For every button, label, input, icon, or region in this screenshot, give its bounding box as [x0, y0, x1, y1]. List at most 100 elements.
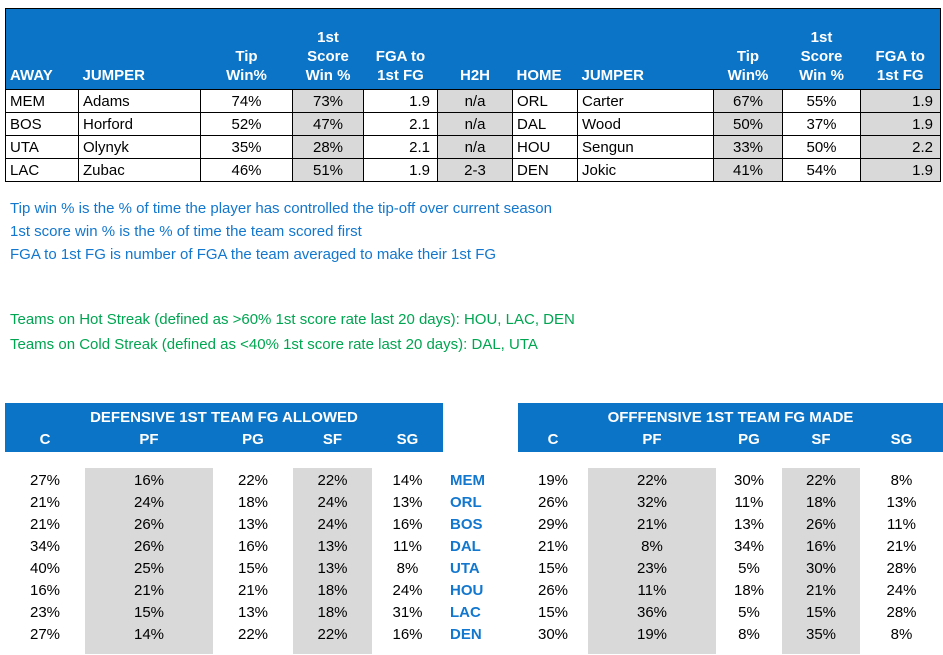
pct-cell: 16%	[392, 626, 423, 643]
home-first-score-cell: 37%	[782, 112, 861, 136]
table-row: 15% 36% 5% 15% 28%	[518, 602, 943, 624]
home-team-cell: ORL	[512, 89, 578, 113]
away-fga-cell: 2.1	[363, 112, 438, 136]
pct-cell: 22%	[636, 472, 668, 489]
pct-cell: 21%	[805, 582, 837, 599]
col-header-away-fga-to-first-fg: FGA to 1st FG	[363, 8, 438, 90]
table-row: 16% 21% 21% 18% 24%	[5, 580, 443, 602]
col-header-away-jumper: JUMPER	[78, 8, 201, 90]
col-header-home-jumper: JUMPER	[577, 8, 714, 90]
col-header-pg: PG	[738, 431, 760, 448]
col-header-c: C	[547, 431, 559, 448]
team-label-column: MEM ORL BOS DAL UTA HOU LAC DEN	[450, 470, 510, 646]
pct-cell: 24%	[317, 516, 348, 533]
table-row: 27% 16% 22% 22% 14%	[5, 470, 443, 492]
away-team-cell: LAC	[5, 158, 79, 182]
col-header-h2h: H2H	[437, 8, 513, 90]
pct-cell: 13%	[317, 560, 348, 577]
pct-cell: 21%	[886, 538, 917, 555]
home-jumper-cell: Jokic	[577, 158, 714, 182]
pct-cell: 13%	[237, 604, 269, 621]
table-row: 30% 19% 8% 35% 8%	[518, 624, 943, 646]
pct-cell: 27%	[29, 626, 61, 643]
pct-cell: 24%	[133, 494, 165, 511]
defensive-fg-table: DEFENSIVE 1ST TEAM FG ALLOWED C PF PG SF…	[5, 403, 443, 654]
pct-cell: 25%	[133, 560, 165, 577]
note-line: 1st score win % is the % of time the tea…	[10, 223, 362, 240]
pct-cell: 11%	[734, 494, 764, 511]
team-label: ORL	[450, 494, 482, 511]
h2h-cell: n/a	[437, 112, 513, 136]
col-header-home-first-score-win: 1st Score Win %	[782, 8, 861, 90]
table-row: 21% 26% 13% 24% 16%	[5, 514, 443, 536]
team-label: LAC	[450, 604, 481, 621]
table-row: 27% 14% 22% 22% 16%	[5, 624, 443, 646]
pct-cell: 11%	[637, 582, 667, 599]
pct-cell: 30%	[537, 626, 569, 643]
offensive-fg-table: OFFFENSIVE 1ST TEAM FG MADE C PF PG SF S…	[518, 403, 943, 654]
pct-cell: 16%	[133, 472, 165, 489]
pct-cell: 11%	[393, 538, 422, 555]
offensive-table-title: OFFFENSIVE 1ST TEAM FG MADE	[607, 409, 854, 426]
away-jumper-cell: Olynyk	[78, 135, 201, 159]
pct-cell: 35%	[805, 626, 837, 643]
away-first-score-cell: 28%	[292, 135, 364, 159]
col-header-sf: SF	[322, 431, 343, 448]
matchup-row: BOS Horford 52% 47% 2.1 n/a DAL Wood 50%…	[5, 112, 941, 136]
away-tip-win-cell: 52%	[200, 112, 293, 136]
col-header-away: AWAY	[5, 8, 79, 90]
pct-cell: 40%	[29, 560, 61, 577]
pct-cell: 8%	[396, 560, 419, 577]
away-team-cell: MEM	[5, 89, 79, 113]
pct-cell: 21%	[29, 494, 61, 511]
pct-cell: 8%	[890, 472, 913, 489]
away-jumper-cell: Horford	[78, 112, 201, 136]
pct-cell: 15%	[133, 604, 165, 621]
pct-cell: 24%	[886, 582, 917, 599]
away-fga-cell: 2.1	[363, 135, 438, 159]
home-fga-cell: 1.9	[860, 158, 941, 182]
pct-cell: 16%	[392, 516, 423, 533]
table-row: 19% 22% 30% 22% 8%	[518, 470, 943, 492]
note-line: Tip win % is the % of time the player ha…	[10, 200, 552, 217]
col-header-home: HOME	[512, 8, 578, 90]
away-first-score-cell: 73%	[292, 89, 364, 113]
pct-cell: 24%	[317, 494, 348, 511]
pct-cell: 30%	[733, 472, 765, 489]
col-header-pf: PF	[642, 431, 662, 448]
pct-cell: 19%	[636, 626, 668, 643]
team-label: DAL	[450, 538, 481, 555]
hot-streak-line: Teams on Hot Streak (defined as >60% 1st…	[10, 311, 575, 328]
home-jumper-cell: Wood	[577, 112, 714, 136]
col-header-pg: PG	[242, 431, 264, 448]
table-row: 23% 15% 13% 18% 31%	[5, 602, 443, 624]
shaded-column-sf	[782, 468, 860, 654]
defensive-table-title: DEFENSIVE 1ST TEAM FG ALLOWED	[90, 409, 358, 426]
pct-cell: 5%	[738, 560, 760, 577]
note-line: FGA to 1st FG is number of FGA the team …	[10, 246, 497, 263]
col-header-away-first-score-win: 1st Score Win %	[292, 8, 364, 90]
offensive-table-header: OFFFENSIVE 1ST TEAM FG MADE C PF PG SF S…	[518, 403, 943, 452]
offensive-table-body: 19% 22% 30% 22% 8% 26% 32% 11% 18% 13% 29% 21% 13%…	[518, 468, 943, 654]
away-tip-win-cell: 46%	[200, 158, 293, 182]
position-header-row: C PF PG SF SG	[518, 429, 943, 450]
team-label: UTA	[450, 560, 480, 577]
away-first-score-cell: 51%	[292, 158, 364, 182]
pct-cell: 22%	[237, 472, 269, 489]
pct-cell: 13%	[237, 516, 269, 533]
home-fga-cell: 1.9	[860, 89, 941, 113]
pct-cell: 26%	[133, 538, 165, 555]
pct-cell: 18%	[317, 604, 348, 621]
away-jumper-cell: Adams	[78, 89, 201, 113]
home-team-cell: DAL	[512, 112, 578, 136]
pct-cell: 26%	[537, 494, 569, 511]
shaded-column-pf	[85, 468, 213, 654]
pct-cell: 22%	[317, 626, 348, 643]
streak-notes: Teams on Hot Streak (defined as >60% 1st…	[10, 307, 575, 357]
away-first-score-cell: 47%	[292, 112, 364, 136]
pct-cell: 16%	[237, 538, 269, 555]
home-tip-win-cell: 33%	[713, 135, 783, 159]
pct-cell: 5%	[738, 604, 760, 621]
pct-cell: 16%	[29, 582, 61, 599]
away-team-cell: UTA	[5, 135, 79, 159]
